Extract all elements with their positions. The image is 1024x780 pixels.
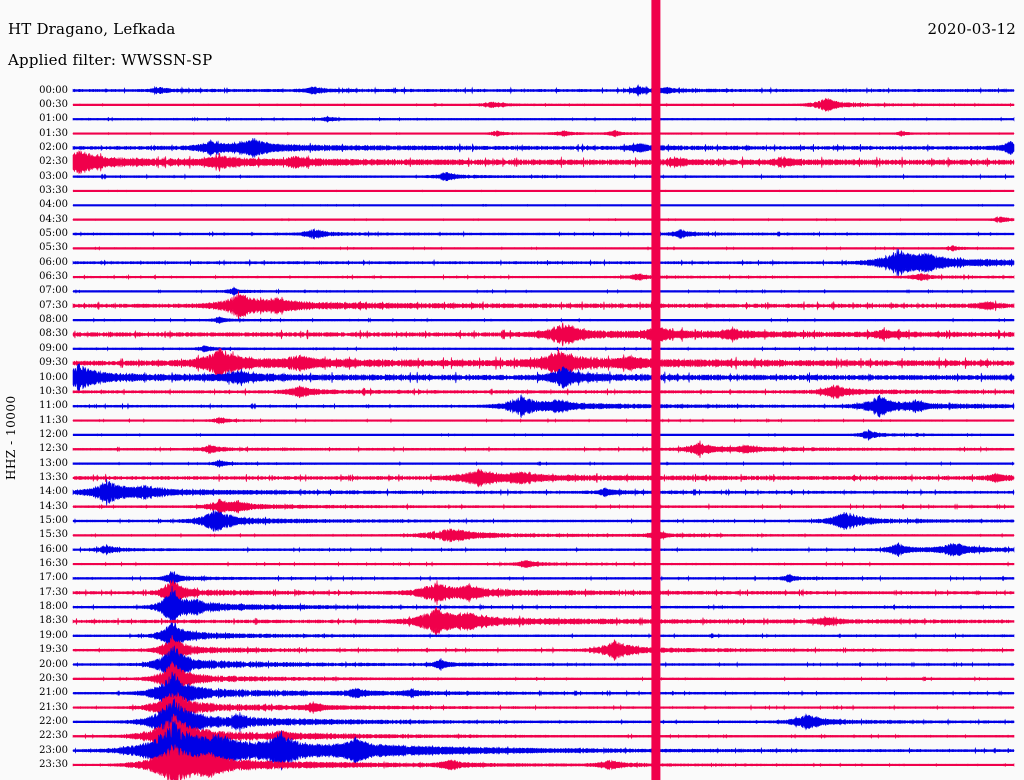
time-label-2000: 20:00 <box>39 658 68 670</box>
time-label-0800: 08:00 <box>39 314 68 326</box>
time-label-0030: 00:30 <box>39 98 68 110</box>
time-label-1730: 17:30 <box>39 586 68 598</box>
time-label-1000: 10:00 <box>39 371 68 383</box>
time-label-1930: 19:30 <box>39 644 68 656</box>
time-label-0130: 01:30 <box>39 127 68 139</box>
time-axis-labels: 00:00 00:30 01:00 01:30 02:00 02:30 03:00 03:30… <box>0 0 68 780</box>
time-label-0530: 05:30 <box>39 242 68 254</box>
time-label-0900: 09:00 <box>39 342 68 354</box>
time-label-1430: 14:30 <box>39 500 68 512</box>
time-label-1300: 13:00 <box>39 457 68 469</box>
time-label-1600: 16:00 <box>39 543 68 555</box>
time-label-0830: 08:30 <box>39 328 68 340</box>
time-label-2130: 21:30 <box>39 701 68 713</box>
time-label-1200: 12:00 <box>39 428 68 440</box>
time-label-0700: 07:00 <box>39 285 68 297</box>
time-label-2100: 21:00 <box>39 687 68 699</box>
applied-filter-label: Applied filter: WWSSN-SP <box>8 51 213 69</box>
time-label-0300: 03:00 <box>39 170 68 182</box>
time-label-1700: 17:00 <box>39 572 68 584</box>
time-label-0630: 06:30 <box>39 271 68 283</box>
time-label-1800: 18:00 <box>39 601 68 613</box>
time-label-2200: 22:00 <box>39 715 68 727</box>
time-label-0730: 07:30 <box>39 299 68 311</box>
time-marker-line <box>651 0 661 780</box>
time-label-0600: 06:00 <box>39 256 68 268</box>
time-label-2030: 20:30 <box>39 672 68 684</box>
time-label-0230: 02:30 <box>39 156 68 168</box>
time-label-0330: 03:30 <box>39 184 68 196</box>
page-title: HT Dragano, Lefkada <box>8 20 176 38</box>
time-label-0400: 04:00 <box>39 199 68 211</box>
record-date-label: 2020-03-12 <box>927 20 1016 38</box>
time-label-1030: 10:30 <box>39 385 68 397</box>
time-label-2330: 23:30 <box>39 758 68 770</box>
time-label-0430: 04:30 <box>39 213 68 225</box>
time-label-1130: 11:30 <box>39 414 68 426</box>
time-label-1100: 11:00 <box>39 400 68 412</box>
time-label-1230: 12:30 <box>39 443 68 455</box>
time-label-2300: 23:00 <box>39 744 68 756</box>
time-label-2230: 22:30 <box>39 730 68 742</box>
time-label-1330: 13:30 <box>39 471 68 483</box>
time-label-0500: 05:00 <box>39 228 68 239</box>
time-label-0200: 02:00 <box>39 141 68 153</box>
time-label-1400: 14:00 <box>39 486 68 498</box>
time-label-1500: 15:00 <box>39 515 68 526</box>
time-label-1630: 16:30 <box>39 558 68 570</box>
time-label-1900: 19:00 <box>39 629 68 641</box>
time-label-0000: 00:00 <box>39 84 68 96</box>
time-label-1530: 15:30 <box>39 529 68 541</box>
time-label-0100: 01:00 <box>39 113 68 125</box>
time-label-0930: 09:30 <box>39 357 68 369</box>
time-label-1830: 18:30 <box>39 615 68 627</box>
